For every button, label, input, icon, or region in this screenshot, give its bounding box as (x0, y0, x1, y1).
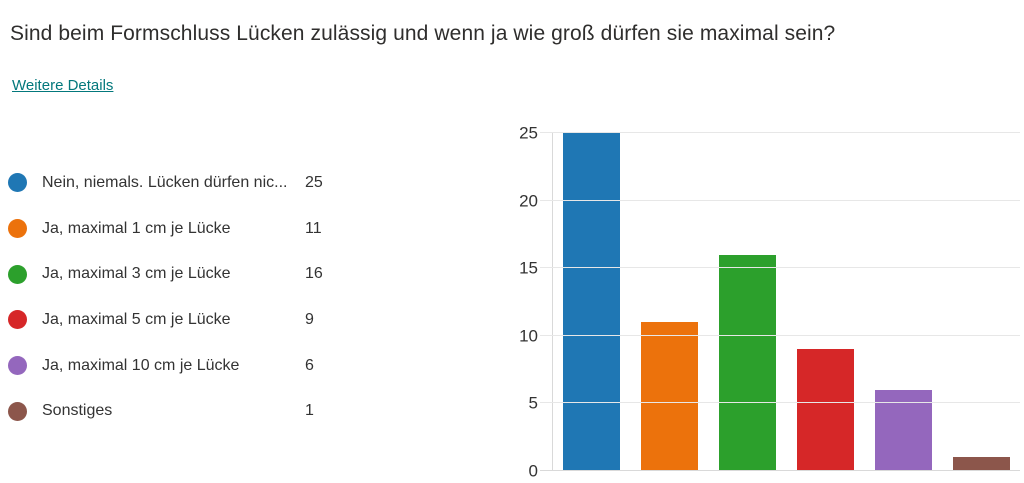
y-tick-label: 0 (528, 461, 538, 481)
legend-value: 1 (305, 402, 314, 420)
y-tick-label: 25 (519, 123, 538, 143)
legend-item: Ja, maximal 5 cm je Lücke 9 (8, 297, 358, 343)
gridline (540, 334, 1020, 336)
chart-bar[interactable] (718, 254, 776, 471)
legend-color-dot (8, 173, 27, 193)
legend-color-dot (8, 264, 27, 284)
weitere-details-link[interactable]: Weitere Details (12, 77, 114, 94)
legend-color-dot (8, 219, 27, 239)
bars-area (552, 133, 1020, 471)
chart-bar[interactable] (640, 322, 698, 471)
y-tick-label: 20 (519, 191, 538, 211)
legend-label: Ja, maximal 5 cm je Lücke (42, 310, 231, 328)
chart-bar[interactable] (562, 133, 620, 471)
legend-label: Ja, maximal 10 cm je Lücke (42, 356, 240, 374)
chart-bar[interactable] (796, 349, 854, 471)
chart-bar[interactable] (952, 457, 1010, 471)
question-title: Sind beim Formschluss Lücken zulässig un… (10, 22, 836, 45)
legend-value: 6 (305, 356, 314, 374)
legend-value: 11 (305, 219, 322, 237)
gridline (540, 267, 1020, 269)
chart-bar[interactable] (874, 389, 932, 471)
legend-color-dot (8, 356, 27, 376)
legend-value: 25 (305, 173, 323, 191)
y-tick-label: 15 (519, 258, 538, 278)
legend-item: Ja, maximal 10 cm je Lücke 6 (8, 343, 358, 389)
answers-legend: Nein, niemals. Lücken dürfen nic... 25 Ja,… (8, 160, 358, 434)
gridline (540, 402, 1020, 404)
legend-label: Sonstiges (42, 402, 113, 420)
bar-chart: 0 5 10 15 20 25 (519, 125, 1020, 480)
legend-label: Ja, maximal 3 cm je Lücke (42, 265, 231, 283)
legend-item: Ja, maximal 3 cm je Lücke 16 (8, 251, 358, 297)
legend-value: 16 (305, 265, 323, 283)
legend-label: Ja, maximal 1 cm je Lücke (42, 219, 231, 237)
legend-item: Ja, maximal 1 cm je Lücke 11 (8, 206, 358, 252)
gridline (540, 470, 1020, 471)
y-tick-label: 5 (528, 393, 538, 413)
legend-value: 9 (305, 310, 314, 328)
legend-color-dot (8, 401, 27, 421)
legend-item: Nein, niemals. Lücken dürfen nic... 25 (8, 160, 358, 206)
legend-label: Nein, niemals. Lücken dürfen nic... (42, 173, 288, 191)
gridline (540, 199, 1020, 201)
legend-item: Sonstiges 1 (8, 388, 358, 434)
legend-color-dot (8, 310, 27, 330)
gridline (540, 132, 1020, 133)
y-tick-label: 10 (519, 326, 538, 346)
y-axis-line (552, 133, 553, 471)
